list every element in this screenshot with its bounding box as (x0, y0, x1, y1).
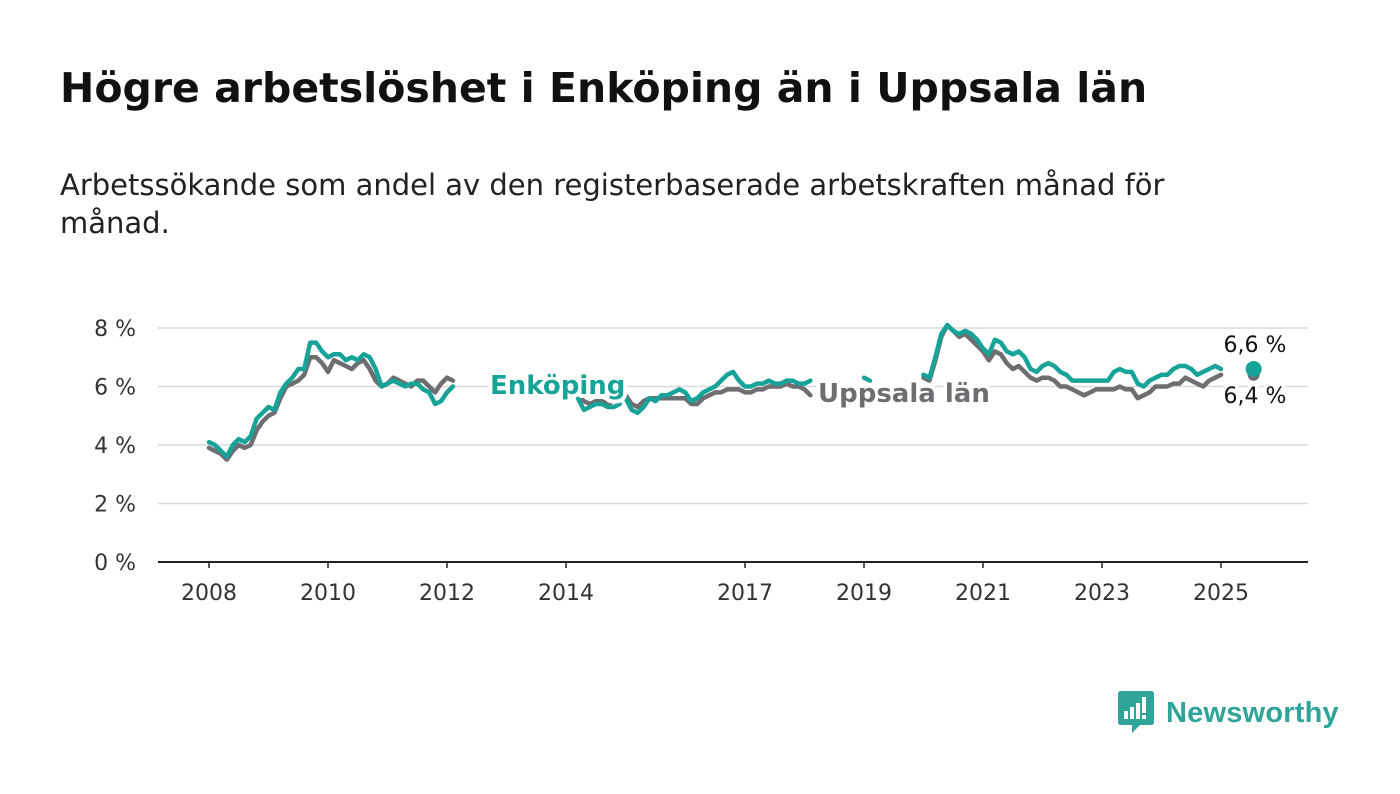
series-label-enkoping: Enköping (490, 371, 625, 401)
series-line-uppsala-lan (921, 322, 1224, 401)
x-tick-label: 2025 (1193, 581, 1249, 606)
chart-subtitle: Arbetssökande som andel av den registerb… (60, 168, 1165, 240)
series-labels: Enköping Uppsala län 6,6 % 6,4 % (486, 329, 1290, 413)
y-tick-label: 6 % (94, 376, 136, 401)
newsworthy-logo[interactable]: Newsworthy (1118, 690, 1339, 736)
y-tick-label: 2 % (94, 493, 136, 518)
newsworthy-chart-bubble-icon (1118, 691, 1154, 733)
x-tick-label: 2021 (955, 581, 1011, 606)
series-label-uppsala-lan: Uppsala län (818, 379, 990, 409)
series-lines (206, 322, 1262, 462)
end-marker-enkoping (1245, 360, 1262, 377)
brand-name: Newsworthy (1166, 696, 1339, 729)
x-tick-label: 2008 (181, 581, 237, 606)
end-value-label-uppsala-lan: 6,4 % (1224, 384, 1287, 409)
x-tick-label: 2017 (717, 581, 773, 606)
y-tick-label: 8 % (94, 317, 136, 342)
line-chart: 0 % 2 % 4 % 6 % 8 % 2008 2010 2012 2014 2017 2019… (94, 317, 1308, 606)
end-value-label-enkoping: 6,6 % (1224, 333, 1287, 358)
series-line-enkoping (861, 375, 873, 383)
x-tick-label: 2010 (300, 581, 356, 606)
y-tick-label: 0 % (94, 551, 136, 576)
series-line-enkoping (206, 340, 456, 459)
series-line-uppsala-lan (575, 393, 622, 407)
x-tick-label: 2019 (836, 581, 892, 606)
y-tick-label: 4 % (94, 434, 136, 459)
x-tick-label: 2023 (1074, 581, 1130, 606)
x-tick-label: 2012 (419, 581, 475, 606)
y-axis-ticks: 0 % 2 % 4 % 6 % 8 % (94, 317, 136, 576)
series-line-enkoping (575, 395, 622, 413)
series-line-enkoping (921, 322, 1224, 389)
x-tick-label: 2014 (538, 581, 594, 606)
chart-title: Högre arbetslöshet i Enköping än i Uppsa… (60, 64, 1148, 112)
x-axis-ticks: 2008 2010 2012 2014 2017 2019 2021 2023 2025 (181, 562, 1249, 606)
series-line-enkoping (623, 369, 813, 416)
